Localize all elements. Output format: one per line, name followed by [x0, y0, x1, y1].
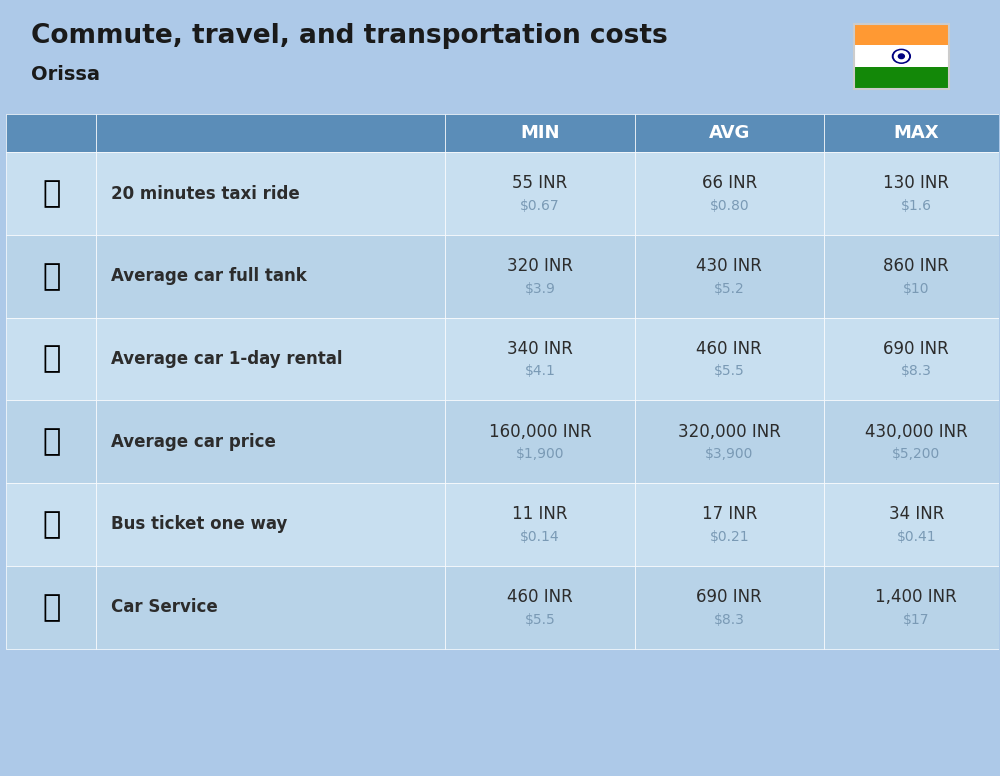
FancyBboxPatch shape [635, 483, 824, 566]
Text: $10: $10 [903, 282, 930, 296]
FancyBboxPatch shape [445, 235, 635, 317]
Circle shape [898, 54, 904, 59]
Text: $5.5: $5.5 [714, 365, 745, 379]
Text: 11 INR: 11 INR [512, 505, 568, 524]
FancyBboxPatch shape [824, 235, 1000, 317]
FancyBboxPatch shape [96, 235, 445, 317]
Text: MIN: MIN [520, 124, 560, 142]
FancyBboxPatch shape [824, 317, 1000, 400]
Text: 1,400 INR: 1,400 INR [875, 588, 957, 606]
FancyBboxPatch shape [635, 317, 824, 400]
FancyBboxPatch shape [854, 24, 949, 46]
Circle shape [894, 51, 908, 62]
Text: 20 minutes taxi ride: 20 minutes taxi ride [111, 185, 300, 203]
FancyBboxPatch shape [6, 235, 96, 317]
FancyBboxPatch shape [96, 566, 445, 649]
Text: Bus ticket one way: Bus ticket one way [111, 515, 287, 533]
Text: $0.67: $0.67 [520, 199, 560, 213]
Text: $0.80: $0.80 [710, 199, 749, 213]
Text: 🚕: 🚕 [42, 179, 60, 208]
FancyBboxPatch shape [96, 152, 445, 235]
Text: 320 INR: 320 INR [507, 257, 573, 275]
Text: 🛠: 🛠 [42, 593, 60, 622]
Text: Average car price: Average car price [111, 433, 276, 451]
Text: 34 INR: 34 INR [889, 505, 944, 524]
Text: $3,900: $3,900 [705, 447, 754, 461]
FancyBboxPatch shape [824, 566, 1000, 649]
FancyBboxPatch shape [445, 152, 635, 235]
FancyBboxPatch shape [6, 317, 96, 400]
Text: 460 INR: 460 INR [696, 340, 762, 358]
Text: MAX: MAX [894, 124, 939, 142]
Text: Average car 1-day rental: Average car 1-day rental [111, 350, 343, 368]
FancyBboxPatch shape [445, 317, 635, 400]
Text: $17: $17 [903, 612, 930, 626]
Text: 860 INR: 860 INR [883, 257, 949, 275]
Text: $0.14: $0.14 [520, 530, 560, 544]
Text: $3.9: $3.9 [524, 282, 555, 296]
FancyBboxPatch shape [445, 483, 635, 566]
FancyBboxPatch shape [6, 400, 96, 483]
Text: 160,000 INR: 160,000 INR [489, 423, 591, 441]
Text: 430 INR: 430 INR [696, 257, 762, 275]
FancyBboxPatch shape [824, 400, 1000, 483]
FancyBboxPatch shape [96, 400, 445, 483]
Text: 17 INR: 17 INR [702, 505, 757, 524]
Text: 320,000 INR: 320,000 INR [678, 423, 781, 441]
FancyBboxPatch shape [635, 235, 824, 317]
FancyBboxPatch shape [445, 113, 635, 152]
Text: 460 INR: 460 INR [507, 588, 573, 606]
Text: Average car full tank: Average car full tank [111, 267, 307, 286]
Text: 🚙: 🚙 [42, 345, 60, 373]
Text: $8.3: $8.3 [714, 612, 745, 626]
FancyBboxPatch shape [96, 113, 445, 152]
Text: 55 INR: 55 INR [512, 175, 568, 192]
Text: $5.2: $5.2 [714, 282, 745, 296]
FancyBboxPatch shape [635, 113, 824, 152]
Text: Commute, travel, and transportation costs: Commute, travel, and transportation cost… [31, 23, 668, 49]
FancyBboxPatch shape [635, 400, 824, 483]
Text: $5.5: $5.5 [525, 612, 555, 626]
Text: $8.3: $8.3 [901, 365, 932, 379]
Text: 130 INR: 130 INR [883, 175, 949, 192]
Text: 🚌: 🚌 [42, 510, 60, 539]
Text: 690 INR: 690 INR [883, 340, 949, 358]
FancyBboxPatch shape [6, 566, 96, 649]
Text: 🚗: 🚗 [42, 428, 60, 456]
Text: Car Service: Car Service [111, 598, 218, 616]
Text: AVG: AVG [709, 124, 750, 142]
Text: $1.6: $1.6 [901, 199, 932, 213]
FancyBboxPatch shape [96, 483, 445, 566]
FancyBboxPatch shape [854, 67, 949, 88]
Text: $1,900: $1,900 [516, 447, 564, 461]
FancyBboxPatch shape [824, 113, 1000, 152]
Text: $5,200: $5,200 [892, 447, 940, 461]
FancyBboxPatch shape [854, 46, 949, 67]
FancyBboxPatch shape [6, 113, 96, 152]
Text: 66 INR: 66 INR [702, 175, 757, 192]
FancyBboxPatch shape [6, 483, 96, 566]
FancyBboxPatch shape [635, 566, 824, 649]
FancyBboxPatch shape [6, 152, 96, 235]
FancyBboxPatch shape [824, 152, 1000, 235]
FancyBboxPatch shape [96, 317, 445, 400]
Text: Orissa: Orissa [31, 65, 100, 85]
FancyBboxPatch shape [445, 400, 635, 483]
Text: $0.41: $0.41 [897, 530, 936, 544]
FancyBboxPatch shape [445, 566, 635, 649]
Text: $4.1: $4.1 [524, 365, 555, 379]
FancyBboxPatch shape [824, 483, 1000, 566]
Text: ⛽: ⛽ [42, 262, 60, 291]
Text: 430,000 INR: 430,000 INR [865, 423, 968, 441]
Text: 340 INR: 340 INR [507, 340, 573, 358]
Text: 690 INR: 690 INR [696, 588, 762, 606]
FancyBboxPatch shape [635, 152, 824, 235]
Text: $0.21: $0.21 [710, 530, 749, 544]
Circle shape [892, 50, 910, 64]
